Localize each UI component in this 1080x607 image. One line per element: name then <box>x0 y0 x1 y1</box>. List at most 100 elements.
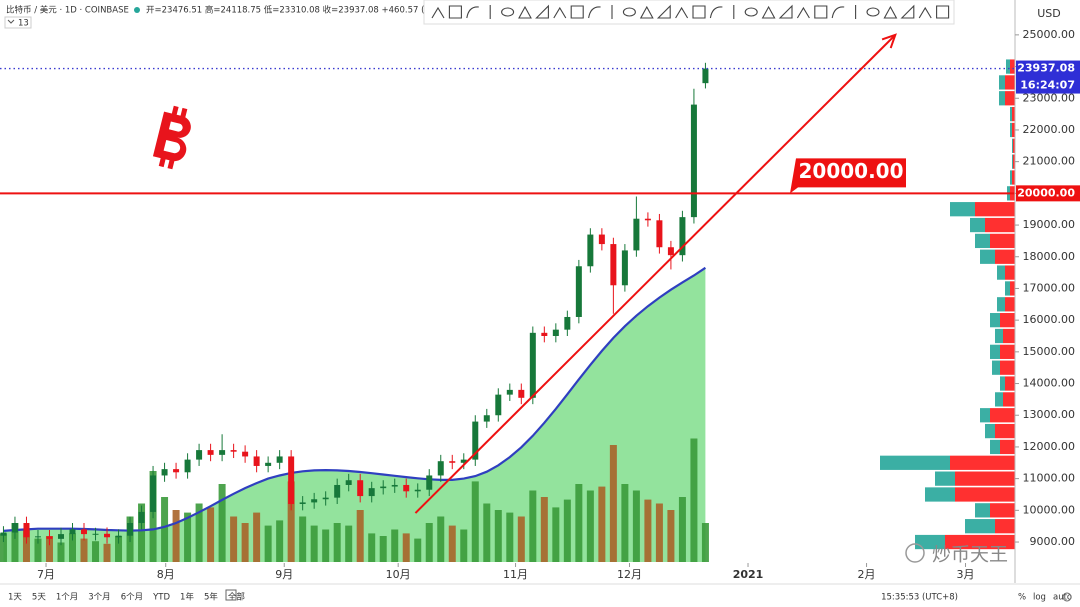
toolbar-button[interactable] <box>796 6 810 19</box>
y-tick-label: 14000.00 <box>1023 377 1076 390</box>
toolbar-button[interactable] <box>622 7 636 17</box>
toolbar-button[interactable] <box>675 6 689 19</box>
scale-option[interactable]: % <box>1018 593 1026 603</box>
toolbar-button[interactable] <box>692 5 706 19</box>
volume-bar <box>391 529 399 562</box>
candle-body <box>265 462 272 466</box>
toolbar-button[interactable] <box>448 5 462 19</box>
range-button[interactable]: 6个月 <box>121 593 143 603</box>
toolbar-button[interactable] <box>656 4 671 19</box>
plot-area: 20000.00 7月 8月 9月 10月 11月 12月 2021 2月 3月 <box>0 33 1015 581</box>
toolbar-button[interactable] <box>761 5 776 19</box>
candle-body <box>380 486 387 489</box>
range-button[interactable]: 5年 <box>204 592 218 603</box>
y-tick-label: 15000.00 <box>1023 345 1076 358</box>
candle-body <box>57 534 64 539</box>
volume-bar <box>45 536 53 562</box>
toolbar-button[interactable] <box>431 6 445 19</box>
toolbar-button[interactable] <box>918 6 932 19</box>
study-toggle[interactable] <box>4 16 32 29</box>
range-button[interactable]: 1天 <box>8 593 22 603</box>
toolbar-button[interactable] <box>900 4 915 19</box>
candle-body <box>299 502 306 504</box>
toolbar-button[interactable] <box>936 5 950 19</box>
toolbar-button[interactable] <box>831 6 845 19</box>
status-dot <box>134 7 140 13</box>
range-button[interactable]: 3个月 <box>88 593 110 603</box>
toolbar-button[interactable] <box>866 7 880 17</box>
toolbar-button[interactable] <box>553 6 567 19</box>
candle-body <box>426 475 433 490</box>
volume-bar <box>253 512 261 562</box>
candle-body <box>219 450 226 455</box>
range-button[interactable]: 5天 <box>32 593 46 603</box>
y-tick-label: 16000.00 <box>1023 313 1076 326</box>
candle-body <box>529 332 536 398</box>
candle-body <box>334 484 341 498</box>
volume-bar <box>437 516 445 562</box>
candle-body <box>196 450 203 460</box>
toolbar-glyph <box>518 5 532 19</box>
toolbar-button[interactable] <box>588 6 601 19</box>
calendar-icon[interactable] <box>225 589 237 601</box>
toolbar-button[interactable] <box>744 7 758 17</box>
toolbar-button[interactable] <box>518 5 532 19</box>
volume-bar <box>322 529 330 562</box>
profile-up <box>1012 154 1013 169</box>
toolbar-glyph <box>866 7 880 17</box>
toolbar-button[interactable] <box>501 7 515 17</box>
volume-bar <box>34 538 42 562</box>
y-tick-label: 25000.00 <box>1023 28 1076 41</box>
profile-down <box>945 534 1015 550</box>
toolbar-glyph <box>535 4 549 19</box>
volume-bar <box>655 503 663 562</box>
y-tick-label: 22000.00 <box>1023 123 1076 136</box>
profile-down <box>1005 376 1015 391</box>
volume-bar <box>92 541 100 562</box>
y-tick-label: 13000.00 <box>1023 408 1076 421</box>
candle-body <box>81 529 88 535</box>
candle-body <box>495 394 502 416</box>
toolbar-button[interactable] <box>639 5 654 19</box>
toolbar-button[interactable] <box>778 4 793 19</box>
candle-body <box>541 332 548 336</box>
range-button[interactable]: 全部 <box>228 592 246 603</box>
toolbar-glyph <box>831 6 845 19</box>
settings-icon[interactable] <box>1062 592 1072 602</box>
volume-bar <box>22 529 30 562</box>
watermark: 炒币天王 <box>932 544 1008 566</box>
profile-up <box>1005 281 1010 296</box>
profile-down <box>950 455 1015 470</box>
volume-bar <box>529 490 537 562</box>
profile-up <box>980 249 995 264</box>
range-button[interactable]: 1个月 <box>56 593 78 603</box>
profile-up <box>990 344 1000 359</box>
toolbar-button[interactable] <box>709 6 723 19</box>
x-tick-label: 7月 <box>37 568 55 581</box>
x-tick-label: 3月 <box>957 568 975 581</box>
toolbar-button[interactable] <box>466 6 479 19</box>
volume-bar <box>299 516 307 562</box>
toolbar-button[interactable] <box>814 5 828 19</box>
toolbar-glyph <box>900 4 915 19</box>
range-button[interactable]: 1年 <box>180 592 194 603</box>
volume-bar <box>552 507 560 562</box>
toolbar-button[interactable] <box>535 4 549 19</box>
scale-option[interactable]: log <box>1033 593 1046 603</box>
volume-bar <box>195 503 203 562</box>
currency-label: USD <box>1037 7 1061 20</box>
candle-body <box>575 266 582 317</box>
profile-down <box>955 487 1015 502</box>
volume-bar <box>575 484 583 562</box>
volume-bar <box>483 503 491 562</box>
candle-body <box>11 523 18 533</box>
range-button[interactable]: YTD <box>152 593 170 603</box>
x-tick-label: 11月 <box>503 568 528 581</box>
toolbar-button[interactable] <box>570 5 584 19</box>
volume-bar <box>276 520 284 562</box>
volume-bar <box>540 497 548 562</box>
profile-down <box>975 202 1015 217</box>
profile-down <box>1003 328 1015 344</box>
toolbar-button[interactable] <box>883 5 898 19</box>
